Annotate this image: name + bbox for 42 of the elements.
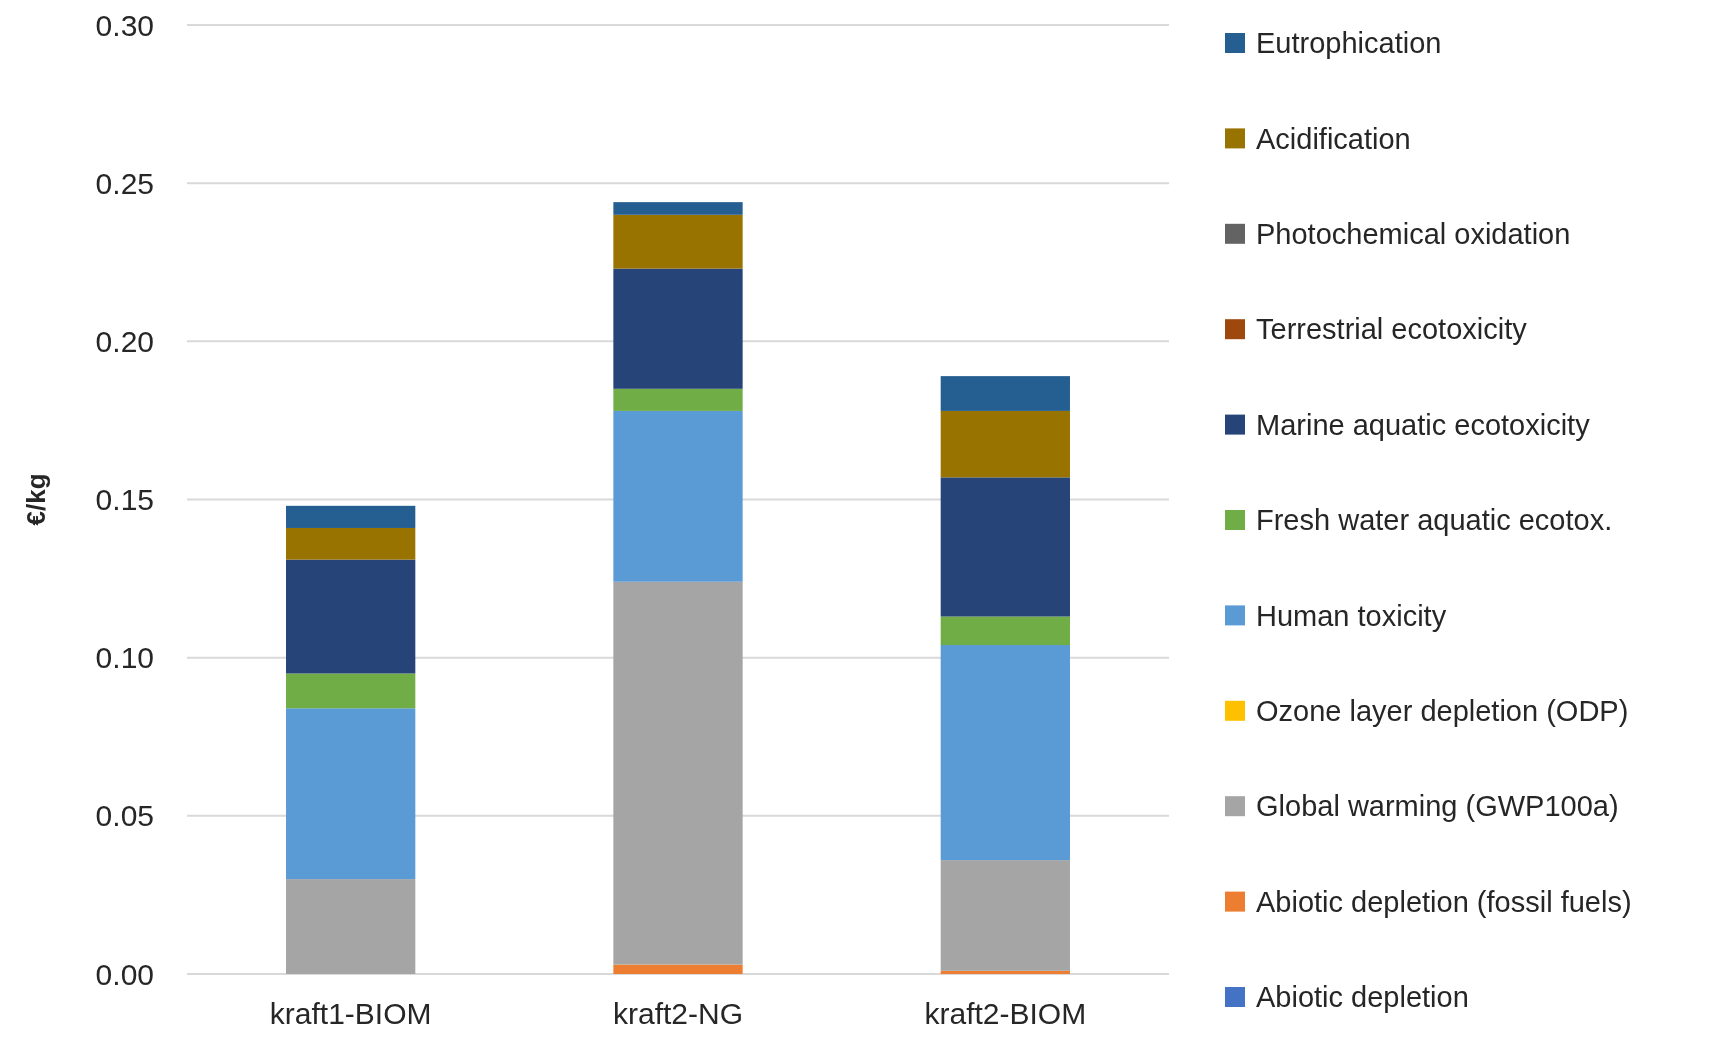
bar [286,673,416,709]
bar [286,559,416,674]
legend-label: Abiotic depletion [1256,981,1469,1014]
y-tick-label: 0.05 [95,799,154,833]
bar [613,202,743,215]
legend-label: Acidification [1256,122,1411,155]
legend-label: Photochemical oxidation [1256,217,1571,250]
legend-label: Fresh water aquatic ecotox. [1256,504,1613,537]
bar [940,410,1070,478]
bar [940,970,1070,974]
legend-label: Abiotic depletion (fossil fuels) [1256,885,1632,918]
x-tick-label: kraft1-BIOM [269,997,432,1030]
bar [286,527,416,560]
x-tick-label: kraft2-NG [612,997,744,1030]
legend-label: Terrestrial ecotoxicity [1256,313,1528,346]
y-tick-label: 0.10 [95,641,154,675]
bar [613,410,743,582]
bar [940,645,1070,861]
bar [613,388,743,411]
legend-label: Marine aquatic ecotoxicity [1256,408,1591,441]
y-tick-label: 0.00 [95,957,154,991]
bar [940,860,1070,971]
bar [613,214,743,269]
legend-label: Global warming (GWP100a) [1256,790,1619,823]
y-tick-label: 0.15 [95,483,154,516]
x-tick-label: kraft2-BIOM [924,997,1087,1030]
bar [613,964,743,974]
legend-label: Human toxicity [1256,599,1447,632]
y-tick-label: 0.30 [95,8,154,42]
y-tick-label: 0.20 [95,324,154,358]
y-tick-label: 0.25 [95,166,154,200]
bar [613,581,743,965]
bar [286,505,416,528]
bar [940,376,1070,411]
bar [286,708,416,880]
y-axis-title: €/kg [21,473,51,526]
bar [286,879,416,974]
bar [940,616,1070,646]
legend-label: Ozone layer depletion (ODP) [1256,694,1629,727]
bar [613,268,743,389]
bar [940,477,1070,617]
legend-label: Eutrophication [1256,27,1442,60]
